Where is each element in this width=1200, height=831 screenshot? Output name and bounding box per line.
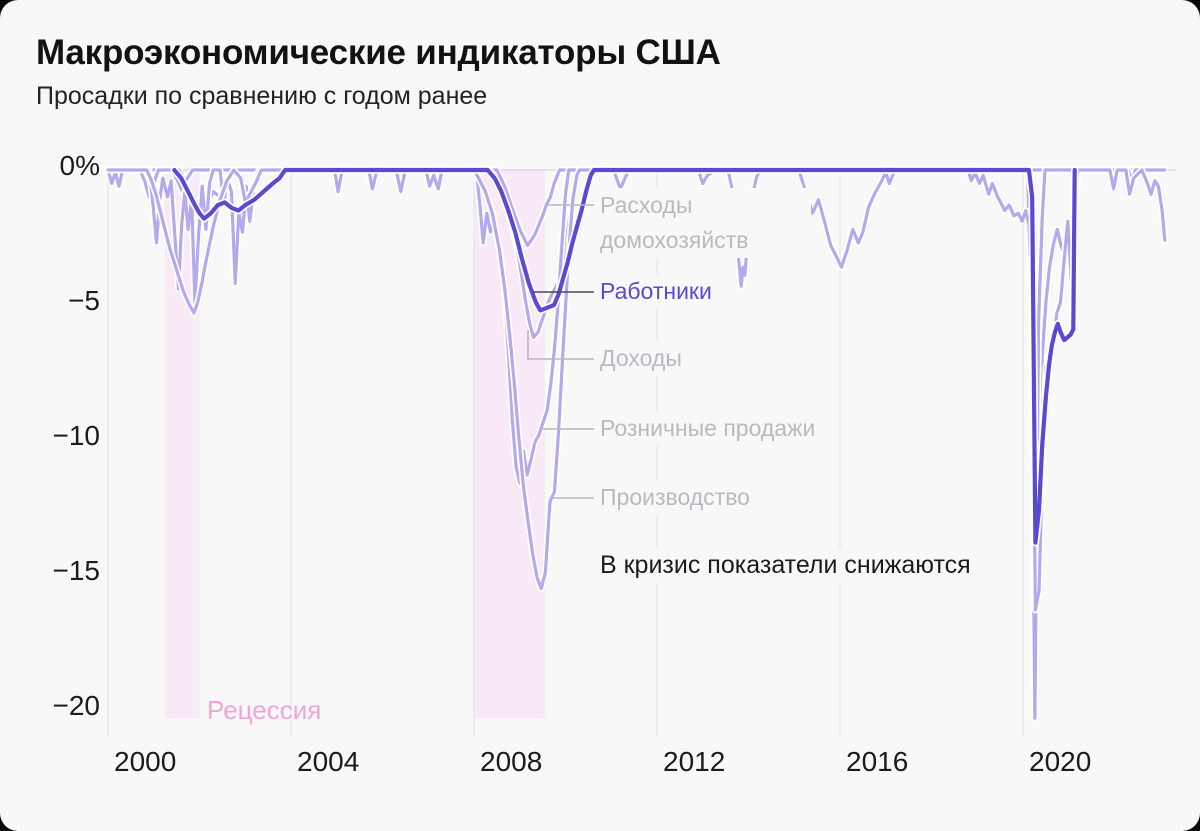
y-axis-label-0: 0% <box>59 150 100 181</box>
y-axis-label--10: −10 <box>52 420 101 451</box>
x-axis-label-2004: 2004 <box>297 746 360 777</box>
page-subtitle: Просадки по сравнению с годом ранее <box>36 82 488 110</box>
x-axis-label-2016: 2016 <box>846 746 909 777</box>
recession-label: Рецессия <box>207 695 322 725</box>
series-line-workers <box>172 167 1077 545</box>
x-axis-label-2020: 2020 <box>1029 746 1092 777</box>
y-axis-label--15: −15 <box>52 555 101 586</box>
series-label-workers: Работники <box>600 274 718 309</box>
page-title: Макроэкономические индикаторы США <box>36 33 721 72</box>
leader-line-incomes <box>527 330 594 360</box>
series-label-incomes: Доходы <box>600 341 688 376</box>
x-axis-label-2008: 2008 <box>480 746 543 777</box>
series-label-production: Производство <box>600 480 756 515</box>
y-axis-label--5: −5 <box>68 285 100 316</box>
series-label-retail: Розничные продажи <box>600 411 822 446</box>
x-axis-label-2000: 2000 <box>114 746 177 777</box>
series-label-spending: Расходы домохозяйств <box>600 188 811 258</box>
annotation-crisis: В кризис показатели снижаются <box>600 548 971 583</box>
y-axis-label--20: −20 <box>52 690 101 721</box>
x-axis-label-2012: 2012 <box>663 746 726 777</box>
